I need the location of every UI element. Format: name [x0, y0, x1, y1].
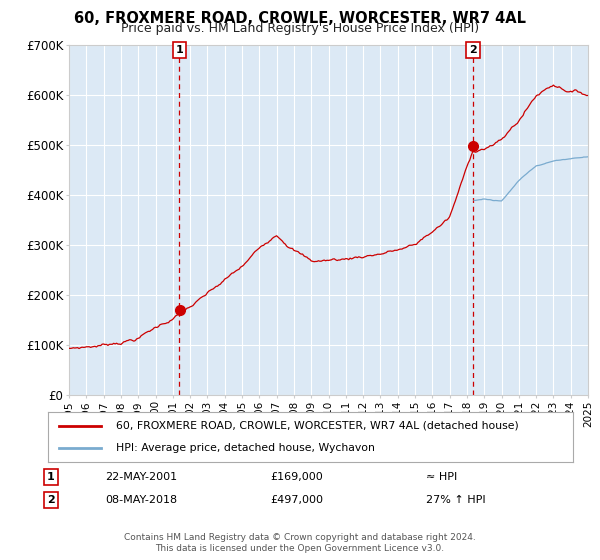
Text: 2: 2	[47, 495, 55, 505]
Text: Price paid vs. HM Land Registry's House Price Index (HPI): Price paid vs. HM Land Registry's House …	[121, 22, 479, 35]
Text: 1: 1	[175, 45, 183, 55]
Text: £497,000: £497,000	[270, 495, 323, 505]
Text: ≈ HPI: ≈ HPI	[426, 472, 457, 482]
Text: 27% ↑ HPI: 27% ↑ HPI	[426, 495, 485, 505]
Text: 60, FROXMERE ROAD, CROWLE, WORCESTER, WR7 4AL (detached house): 60, FROXMERE ROAD, CROWLE, WORCESTER, WR…	[116, 421, 519, 431]
Text: 1: 1	[47, 472, 55, 482]
Text: This data is licensed under the Open Government Licence v3.0.: This data is licensed under the Open Gov…	[155, 544, 445, 553]
Text: HPI: Average price, detached house, Wychavon: HPI: Average price, detached house, Wych…	[116, 443, 375, 453]
Text: Contains HM Land Registry data © Crown copyright and database right 2024.: Contains HM Land Registry data © Crown c…	[124, 533, 476, 542]
Text: 08-MAY-2018: 08-MAY-2018	[105, 495, 177, 505]
Text: 60, FROXMERE ROAD, CROWLE, WORCESTER, WR7 4AL: 60, FROXMERE ROAD, CROWLE, WORCESTER, WR…	[74, 11, 526, 26]
Text: £169,000: £169,000	[270, 472, 323, 482]
Text: 2: 2	[469, 45, 477, 55]
Text: 22-MAY-2001: 22-MAY-2001	[105, 472, 177, 482]
